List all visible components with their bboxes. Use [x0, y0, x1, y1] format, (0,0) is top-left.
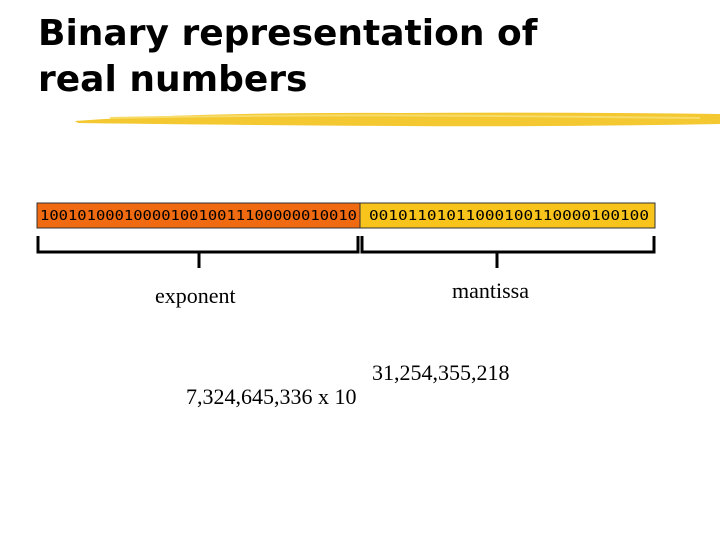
formula-power: 31,254,355,218: [372, 360, 510, 385]
exponent-label: exponent: [155, 283, 236, 308]
exponent-bits: 1001010001000010010011100000010010: [40, 209, 357, 224]
exponent-box: [36, 202, 361, 229]
title-line: real numbers: [38, 59, 307, 100]
mantissa-bracket: [360, 236, 656, 268]
title-line: Binary representation of: [38, 13, 538, 54]
mantissa-label: mantissa: [452, 278, 529, 303]
exponent-bracket: [36, 236, 360, 268]
mantissa-bits: 00101101011000100110000100100: [369, 209, 649, 224]
mantissa-box: [359, 202, 656, 229]
bracket-line: [360, 236, 656, 254]
formula-base: 7,324,645,336 x 10: [186, 384, 357, 409]
underline-highlight: [109, 114, 701, 119]
